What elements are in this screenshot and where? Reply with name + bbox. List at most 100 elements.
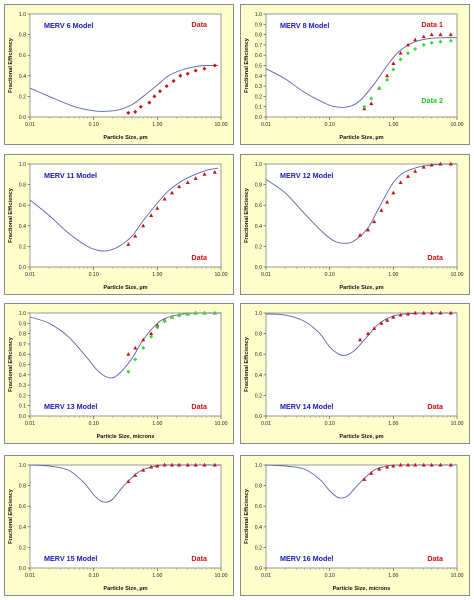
- data-point-diamond: [155, 325, 160, 330]
- data-point-triangle: [421, 34, 426, 39]
- data-point-triangle: [141, 467, 146, 472]
- chart-svg: 0.0 0.2 0.4 0.6 0.8 1.0 0.01 0.10 1.00 10.00 Parti…: [8, 162, 228, 291]
- legend-label: Data: [191, 402, 208, 411]
- chart-panel-8: 0.0 0.2 0.4 0.6 0.8 1.0 0.01 0.10 1.00 10.00 Parti…: [240, 455, 470, 596]
- x-tick-label: 10.00: [451, 272, 464, 278]
- data-point-triangle: [421, 164, 426, 169]
- y-axis-label: Fractional Efficiency: [244, 488, 250, 544]
- data-point-triangle: [385, 199, 390, 204]
- y-axis-label: Fractional Efficiency: [8, 488, 14, 544]
- y-tick-label: 0.0: [255, 265, 262, 271]
- data-point-diamond: [138, 104, 143, 109]
- series-model-line: [265, 312, 457, 357]
- y-axis-label: Fractional Efficiency: [8, 187, 14, 243]
- data-point-triangle: [421, 462, 426, 467]
- x-axis-label: Particle Size, µm: [339, 434, 383, 440]
- data-point-triangle: [212, 462, 217, 467]
- x-tick-label: 0.10: [325, 272, 335, 278]
- chart-title: MERV 11 Model: [44, 171, 97, 180]
- x-tick-label: 10.00: [215, 573, 228, 579]
- data-point-diamond: [126, 110, 131, 115]
- chart-panel-1: 0.0 0.2 0.4 0.6 0.8 1.0 0.01 0.10 1.00 10.00 Parti…: [4, 4, 234, 145]
- y-tick-label: 0.2: [19, 94, 26, 100]
- data-point-triangle: [362, 477, 367, 481]
- data-point-triangle: [133, 233, 138, 238]
- data-point-triangle: [372, 219, 377, 224]
- series-model-line: [265, 37, 458, 108]
- data-point-triangle: [126, 242, 131, 246]
- legend-label: Data: [191, 554, 208, 563]
- data-point-triangle: [385, 318, 390, 322]
- data-point-triangle: [193, 462, 198, 467]
- data-point-diamond: [141, 346, 146, 351]
- y-tick-label: 0.4: [19, 224, 26, 230]
- x-axis-label: Particle Size, µm: [103, 135, 147, 141]
- y-tick-label: 0.8: [19, 33, 26, 39]
- chart-title: MERV 16 Model: [280, 554, 333, 563]
- chart-panel-3: 0.0 0.2 0.4 0.6 0.8 1.0 0.01 0.10 1.00 10.00 Parti…: [4, 154, 234, 295]
- y-tick-label: 0.6: [19, 504, 26, 510]
- data-point-triangle: [155, 206, 160, 210]
- chart-panel-4: 0.0 0.2 0.4 0.6 0.8 1.0 0.01 0.10 1.00 10.00 Parti…: [240, 154, 470, 295]
- data-point-diamond: [133, 357, 138, 362]
- y-tick-label: 0.0: [19, 566, 26, 572]
- y-tick-label: 0.8: [19, 484, 26, 490]
- x-tick-label: 1.00: [152, 122, 162, 128]
- data-point-triangle: [365, 331, 370, 336]
- y-tick-label: 0.6: [19, 352, 26, 358]
- data-point-triangle: [438, 310, 443, 315]
- chart-svg: 0.0 0.2 0.4 0.6 0.8 1.0 0.01 0.10 1.00 10.00 Parti…: [244, 161, 464, 291]
- data-point-triangle: [413, 462, 418, 467]
- data-point-triangle: [365, 227, 370, 232]
- data-point-triangle: [212, 170, 217, 174]
- x-tick-label: 0.10: [89, 272, 99, 278]
- data-point-triangle: [162, 196, 167, 201]
- y-tick-label: 0.6: [255, 203, 262, 209]
- y-tick-label: 0.4: [19, 525, 26, 531]
- y-tick-label: 1.0: [255, 463, 262, 469]
- data-point-diamond: [126, 369, 131, 374]
- x-tick-label: 0.10: [89, 421, 99, 427]
- x-axis-label: Particle Size, µm: [339, 135, 383, 141]
- data-point-diamond: [377, 86, 382, 91]
- data-point-triangle: [413, 310, 418, 315]
- data-point-triangle: [429, 462, 434, 467]
- data-point-triangle: [202, 462, 207, 467]
- y-tick-label: 1.0: [19, 463, 26, 469]
- data-point-diamond: [413, 47, 418, 52]
- data-point-triangle: [155, 463, 160, 468]
- x-tick-label: 0.10: [325, 573, 335, 579]
- chart-title: MERV 12 Model: [280, 171, 333, 180]
- y-tick-label: 0.1: [255, 105, 262, 111]
- data-point-triangle: [391, 463, 396, 468]
- x-axis-label: Particle Size, µm: [103, 285, 147, 291]
- y-axis-label: Fractional Efficiency: [244, 37, 250, 93]
- x-tick-label: 10.00: [215, 272, 228, 278]
- y-tick-label: 0.1: [19, 404, 26, 410]
- data-point-triangle: [448, 32, 453, 37]
- y-tick-label: 0.4: [255, 525, 262, 531]
- y-tick-label: 0.2: [255, 94, 262, 100]
- data-point-diamond: [164, 84, 169, 89]
- data-point-triangle: [413, 169, 418, 173]
- data-point-triangle: [155, 323, 160, 327]
- y-tick-label: 0.0: [19, 414, 26, 420]
- x-axis-label: Particle Size, microns: [333, 586, 391, 592]
- x-tick-label: 1.00: [388, 122, 398, 128]
- chart-title: MERV 15 Model: [44, 554, 97, 563]
- data-point-diamond: [438, 39, 443, 44]
- data-point-diamond: [421, 42, 426, 47]
- data-point-triangle: [141, 223, 146, 228]
- y-tick-label: 0.3: [19, 383, 26, 389]
- data-point-diamond: [398, 57, 403, 62]
- y-tick-label: 0.0: [19, 115, 26, 121]
- chart-svg: 0.0 0.2 0.4 0.6 0.8 1.0 0.01 0.10 1.00 10.00 Parti…: [244, 462, 464, 592]
- x-tick-label: 10.00: [451, 421, 464, 427]
- x-tick-label: 0.01: [261, 272, 271, 278]
- chart-svg: 0.0 0.1 0.2 0.3 0.4 0.5 0.6 0.7 0.8 0.9 1.0 0.01 0.1…: [244, 12, 464, 141]
- data-point-diamond: [178, 73, 183, 78]
- chart-title: MERV 14 Model: [280, 402, 333, 411]
- data-point-triangle: [358, 337, 363, 342]
- y-axis-label: Fractional Efficiency: [8, 37, 14, 93]
